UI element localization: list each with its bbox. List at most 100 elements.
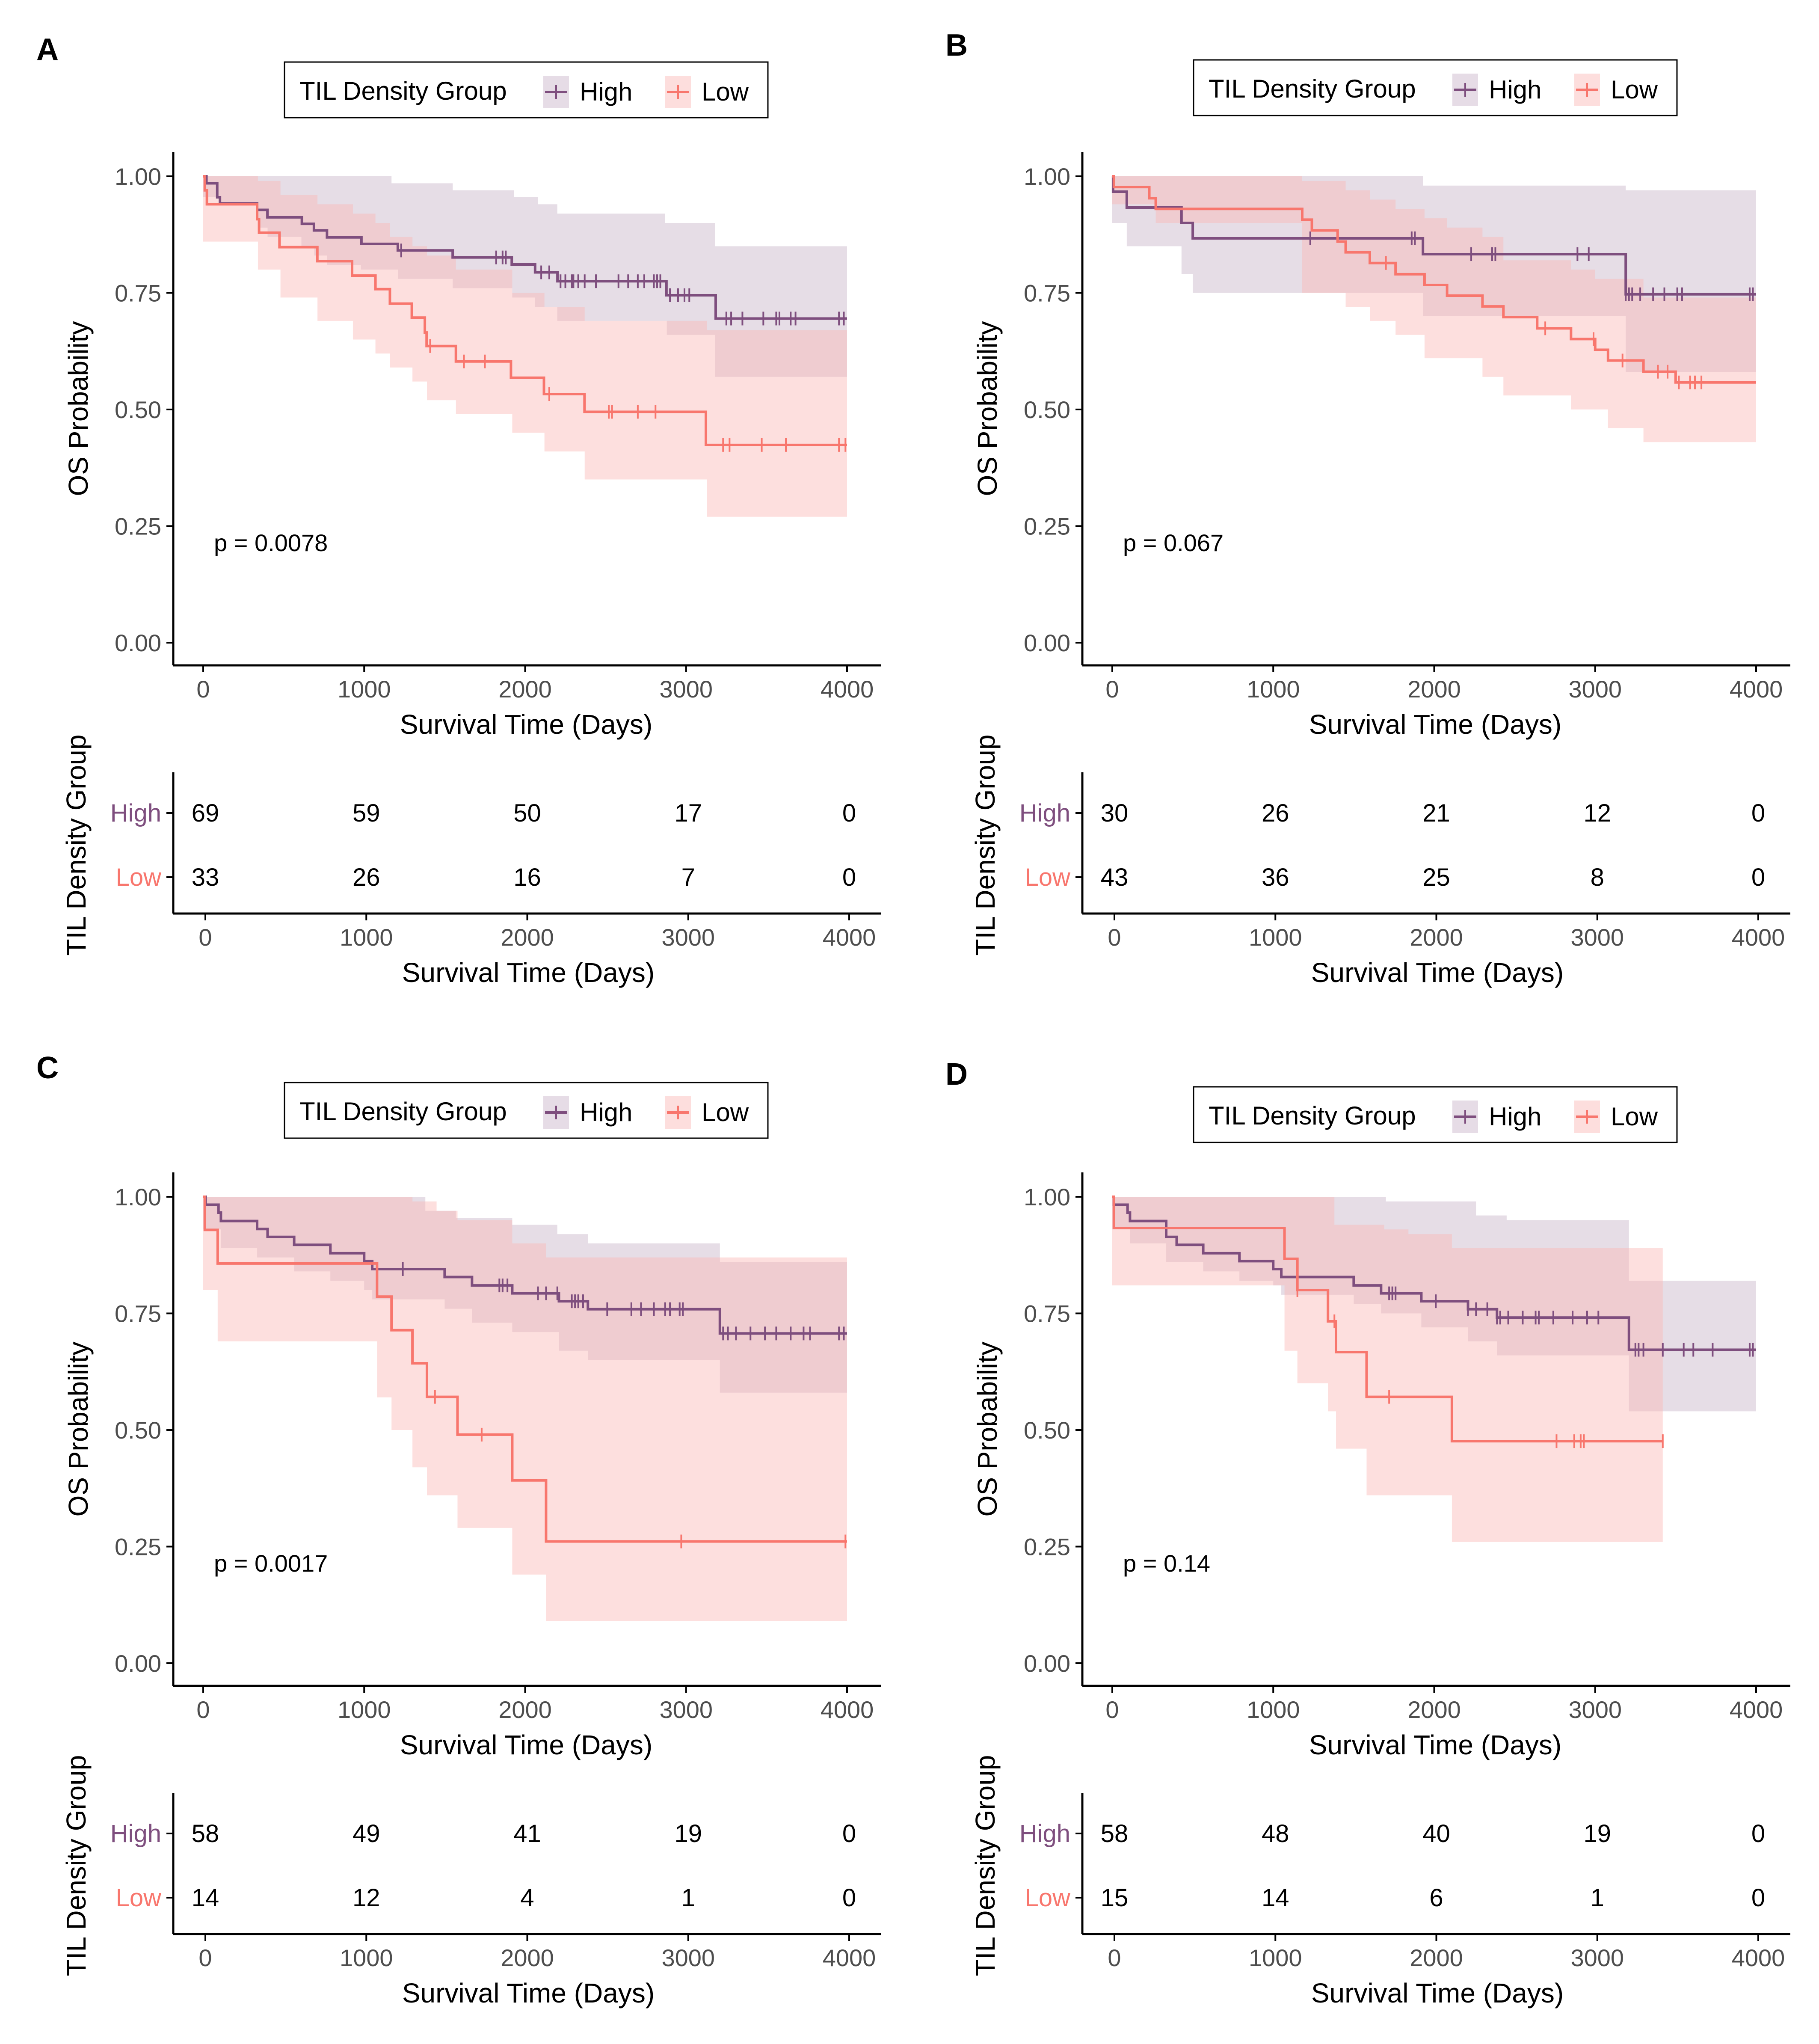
x-tick-label: 1000 — [1247, 1696, 1300, 1723]
x-tick-label: 0 — [196, 676, 210, 703]
x-tick-label: 3000 — [1568, 676, 1622, 703]
y-axis-title: OS Probability — [63, 321, 94, 496]
risk-table-x-tick-label: 3000 — [1570, 1944, 1624, 1971]
risk-table-x-tick-label: 2000 — [501, 1944, 554, 1971]
y-tick-label: 0.75 — [115, 280, 161, 307]
x-tick-label: 1000 — [338, 1696, 391, 1723]
x-tick-label: 0 — [1105, 1696, 1119, 1723]
risk-table-cell: 1 — [1591, 1884, 1604, 1912]
risk-table-x-tick-label: 0 — [1108, 1944, 1121, 1971]
panel-d: D TIL Density Group High Low p = 0.14 0.00 0.2… — [945, 1057, 1790, 2008]
risk-table-x-tick-label: 3000 — [661, 1944, 715, 1971]
y-tick-label: 0.50 — [1024, 1417, 1070, 1444]
risk-table-x-tick-label: 4000 — [1732, 924, 1785, 951]
risk-table-x-tick-label: 1000 — [1249, 1944, 1302, 1971]
x-tick-label: 4000 — [821, 676, 874, 703]
y-tick-label: 0.25 — [115, 513, 161, 540]
risk-table-cell: 26 — [1262, 799, 1289, 827]
legend-title: TIL Density Group — [299, 1097, 507, 1126]
legend-label-high: High — [1489, 75, 1541, 104]
risk-table-x-tick-label: 2000 — [1410, 1944, 1463, 1971]
risk-table-cell: 0 — [1751, 863, 1765, 891]
risk-table-cell: 7 — [681, 863, 695, 891]
y-tick-label: 0.50 — [1024, 396, 1070, 423]
survival-curve-high — [203, 175, 847, 320]
ci-ribbon-low — [203, 1197, 847, 1621]
risk-table-cell: 43 — [1101, 863, 1129, 891]
legend-label-low: Low — [1611, 1102, 1658, 1131]
risk-table-group-label-high: High — [1019, 799, 1070, 827]
risk-table-cell: 40 — [1422, 1820, 1450, 1848]
x-axis-title: Survival Time (Days) — [1309, 709, 1561, 740]
risk-table-x-tick-label: 1000 — [340, 924, 393, 951]
y-axis-title: OS Probability — [972, 321, 1003, 496]
risk-table-cell: 16 — [513, 863, 541, 891]
p-value: p = 0.067 — [1123, 529, 1224, 556]
y-tick-label: 0.50 — [115, 1417, 161, 1444]
x-tick-label: 4000 — [1730, 676, 1783, 703]
legend: TIL Density Group High Low — [284, 1082, 769, 1139]
risk-table-y-title: TIL Density Group — [970, 1755, 1001, 1976]
risk-table: High 69 59 50 17 0 Low 33 26 16 7 0 0 1000 2000 3000 400… — [61, 735, 881, 988]
risk-table-cell: 21 — [1422, 799, 1450, 827]
y-tick-label: 1.00 — [1024, 1184, 1070, 1210]
legend-title: TIL Density Group — [299, 77, 507, 105]
legend-label-low: Low — [702, 77, 749, 106]
survival-curve-low — [1112, 1196, 1663, 1443]
panel-letter: C — [36, 1051, 59, 1085]
risk-table-group-label-high: High — [110, 1820, 161, 1848]
y-axis-title: OS Probability — [972, 1341, 1003, 1516]
x-axis-title: Survival Time (Days) — [400, 1730, 652, 1760]
risk-table-cell: 0 — [842, 1820, 856, 1848]
panel-letter: B — [945, 28, 968, 62]
risk-table-x-tick-label: 0 — [1108, 924, 1121, 951]
risk-table-cell: 50 — [513, 799, 541, 827]
risk-table-cell: 0 — [842, 799, 856, 827]
risk-table-cell: 30 — [1101, 799, 1129, 827]
risk-table: High 30 26 21 12 0 Low 43 36 25 8 0 0 1000 2000 3000 400… — [970, 735, 1790, 988]
survival-curve-high — [203, 1196, 847, 1335]
plot-area — [1112, 1196, 1756, 1542]
ci-ribbon-high — [1112, 1197, 1756, 1412]
legend: TIL Density Group High Low — [1193, 59, 1678, 116]
panel-letter: A — [36, 33, 59, 67]
risk-table-cell: 58 — [1101, 1820, 1129, 1848]
risk-table-x-title: Survival Time (Days) — [1311, 1978, 1564, 2008]
y-tick-label: 1.00 — [115, 163, 161, 190]
x-tick-label: 2000 — [1407, 676, 1461, 703]
risk-table-cell: 0 — [842, 863, 856, 891]
x-tick-label: 0 — [1105, 676, 1119, 703]
risk-table-cell: 17 — [674, 799, 702, 827]
panel-c: C TIL Density Group High Low p = 0.0017 0.00 0… — [36, 1051, 881, 2008]
risk-table-cell: 6 — [1429, 1884, 1443, 1912]
p-value: p = 0.14 — [1123, 1550, 1210, 1577]
x-tick-label: 3000 — [659, 1696, 713, 1723]
panel-b: B TIL Density Group High Low p = 0.067 0.00 0.… — [945, 28, 1790, 988]
risk-table-x-tick-label: 1000 — [340, 1944, 393, 1971]
risk-table-cell: 14 — [192, 1884, 219, 1912]
risk-table-cell: 4 — [520, 1884, 534, 1912]
risk-table-x-title: Survival Time (Days) — [1311, 957, 1564, 988]
legend-label-low: Low — [702, 1098, 749, 1127]
risk-table-x-tick-label: 4000 — [823, 924, 876, 951]
ci-ribbon-high — [1112, 176, 1756, 372]
risk-table-cell: 12 — [1583, 799, 1611, 827]
ci-ribbon-low — [1112, 1197, 1663, 1542]
p-value: p = 0.0017 — [214, 1550, 328, 1577]
x-axis-title: Survival Time (Days) — [400, 709, 652, 740]
panel-a: A TIL Density Group High Low p = 0.0078 0.00 0… — [36, 33, 881, 988]
y-tick-label: 0.25 — [1024, 1534, 1070, 1560]
risk-table-y-title: TIL Density Group — [61, 735, 92, 956]
y-tick-label: 1.00 — [115, 1184, 161, 1210]
risk-table-cell: 0 — [1751, 1820, 1765, 1848]
legend-label-high: High — [1489, 1102, 1541, 1131]
risk-table-cell: 48 — [1262, 1820, 1289, 1848]
y-tick-label: 1.00 — [1024, 163, 1070, 190]
legend-label-high: High — [580, 1098, 632, 1127]
risk-table-cell: 25 — [1422, 863, 1450, 891]
legend: TIL Density Group High Low — [284, 61, 769, 119]
x-tick-label: 2000 — [498, 676, 552, 703]
y-tick-label: 0.00 — [1024, 629, 1070, 656]
